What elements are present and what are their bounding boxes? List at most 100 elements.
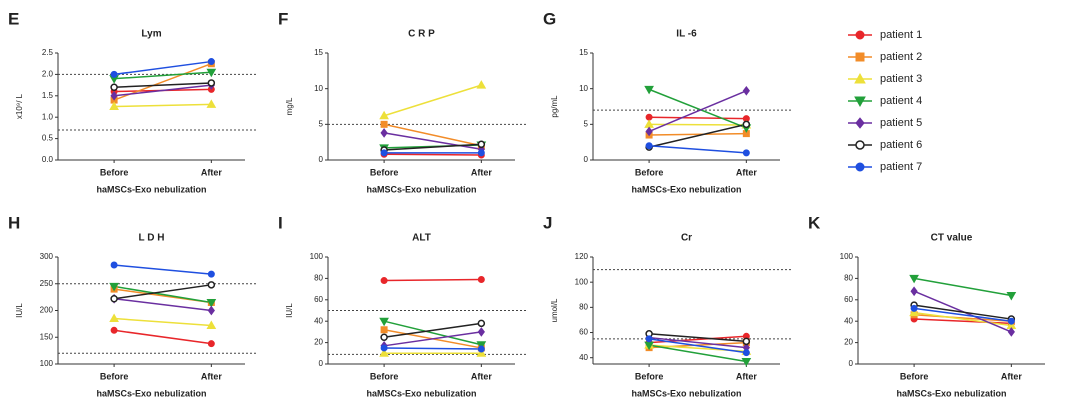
series-line (383, 132, 482, 151)
y-tick-label: 80 (579, 302, 588, 311)
y-tick-label: 40 (314, 316, 323, 325)
panel-title: C R P (408, 29, 435, 40)
series-line (649, 144, 747, 154)
x-axis-label: haMSCs-Exo nebulization (366, 388, 476, 398)
y-axis-label: mg/L (285, 97, 294, 115)
x-tick-label: Before (370, 371, 399, 381)
panel-title: Cr (681, 233, 692, 244)
series-line (648, 123, 747, 148)
marker (742, 120, 751, 129)
y-tick-label: 20 (314, 338, 323, 347)
x-tick-label: Before (635, 371, 664, 381)
x-tick-label: Before (100, 167, 129, 177)
series-line (113, 285, 212, 304)
series-line (383, 320, 482, 346)
legend-label: patient 2 (880, 51, 922, 63)
panel-title: IL -6 (676, 29, 697, 40)
panel: J Cr umol/L 40 60 80 100 120 Before After haMSCs-E… (543, 213, 792, 398)
series-line (649, 333, 747, 343)
x-tick-label: After (1001, 371, 1022, 381)
y-tick-label: 120 (575, 252, 589, 261)
x-tick-label: After (201, 371, 222, 381)
marker (380, 333, 388, 341)
legend-label: patient 7 (880, 161, 922, 173)
legend-label: patient 4 (880, 95, 922, 107)
marker (379, 317, 389, 327)
series-line (114, 317, 212, 327)
marker (110, 261, 118, 269)
x-tick-label: Before (370, 167, 399, 177)
marker (644, 85, 654, 95)
legend-label: patient 5 (880, 117, 922, 129)
x-axis-label: haMSCs-Exo nebulization (896, 388, 1006, 398)
panel-letter: F (278, 9, 288, 28)
panel: F C R P mg/L 0 5 10 15 Before After haMSCs-Exo ne… (278, 9, 527, 194)
marker (109, 101, 119, 110)
y-tick-label: 15 (579, 48, 588, 57)
y-tick-label: 0.5 (42, 134, 54, 143)
marker (206, 298, 217, 308)
y-axis-label: x10⁹/ L (15, 93, 24, 119)
series-line (113, 284, 212, 300)
series-line (114, 60, 212, 76)
y-tick-label: 100 (40, 359, 54, 368)
series-line (114, 103, 212, 108)
panel: E Lym x10⁹/ L 0.0 0.5 1.0 1.5 2.0 2.5 Before After… (8, 9, 257, 194)
marker (380, 277, 388, 285)
y-tick-label: 40 (579, 353, 588, 362)
marker (207, 79, 216, 87)
legend-label: patient 1 (880, 29, 922, 41)
panel-letter: H (8, 213, 20, 232)
series-line (649, 336, 747, 349)
marker (109, 282, 119, 292)
x-tick-label: Before (900, 371, 929, 381)
marker (910, 286, 918, 297)
y-tick-label: 200 (40, 306, 54, 315)
panel-title: L D H (139, 233, 165, 244)
y-axis-label: IU/L (15, 303, 24, 318)
series-line (913, 277, 1012, 297)
panel-letter: J (543, 213, 552, 232)
marker (207, 270, 215, 278)
marker (742, 349, 750, 357)
series-line (648, 338, 747, 354)
panel-letter: I (278, 213, 283, 232)
series-line (649, 132, 747, 136)
marker (645, 113, 653, 121)
marker (1007, 327, 1015, 337)
marker (206, 99, 217, 108)
series-line (114, 84, 212, 97)
marker (380, 120, 388, 128)
marker (476, 341, 487, 350)
marker (109, 313, 119, 323)
marker (110, 326, 118, 334)
series-line (114, 82, 212, 88)
marker (110, 90, 118, 101)
marker (742, 149, 750, 157)
series-line (113, 329, 212, 345)
marker (909, 307, 919, 317)
y-axis-label: pg/mL (550, 95, 559, 118)
y-tick-label: 60 (314, 295, 323, 304)
series-line (383, 84, 482, 117)
x-tick-label: After (736, 167, 757, 177)
series-line (384, 153, 482, 156)
panel-title: Lym (141, 29, 161, 40)
y-tick-label: 10 (314, 84, 323, 93)
panel-letter: G (543, 9, 556, 28)
marker (855, 140, 865, 150)
series-line (384, 143, 482, 151)
panel: G IL -6 pg/mL 0 5 10 15 Before After haMSCs-Exo n… (543, 9, 792, 194)
series-line (648, 90, 747, 133)
panel: I ALT IU/L 0 20 40 60 80 100 Before After haMSCs-Ex… (278, 213, 527, 398)
series-line (384, 347, 482, 350)
x-axis-label: haMSCs-Exo nebulization (96, 184, 206, 194)
marker (742, 85, 750, 96)
series-line (383, 322, 482, 338)
y-tick-label: 0 (849, 359, 854, 368)
marker (380, 128, 388, 138)
y-tick-label: 2.0 (42, 70, 54, 79)
marker (855, 52, 865, 62)
marker (855, 30, 865, 40)
y-axis-label: umol/L (550, 298, 559, 323)
